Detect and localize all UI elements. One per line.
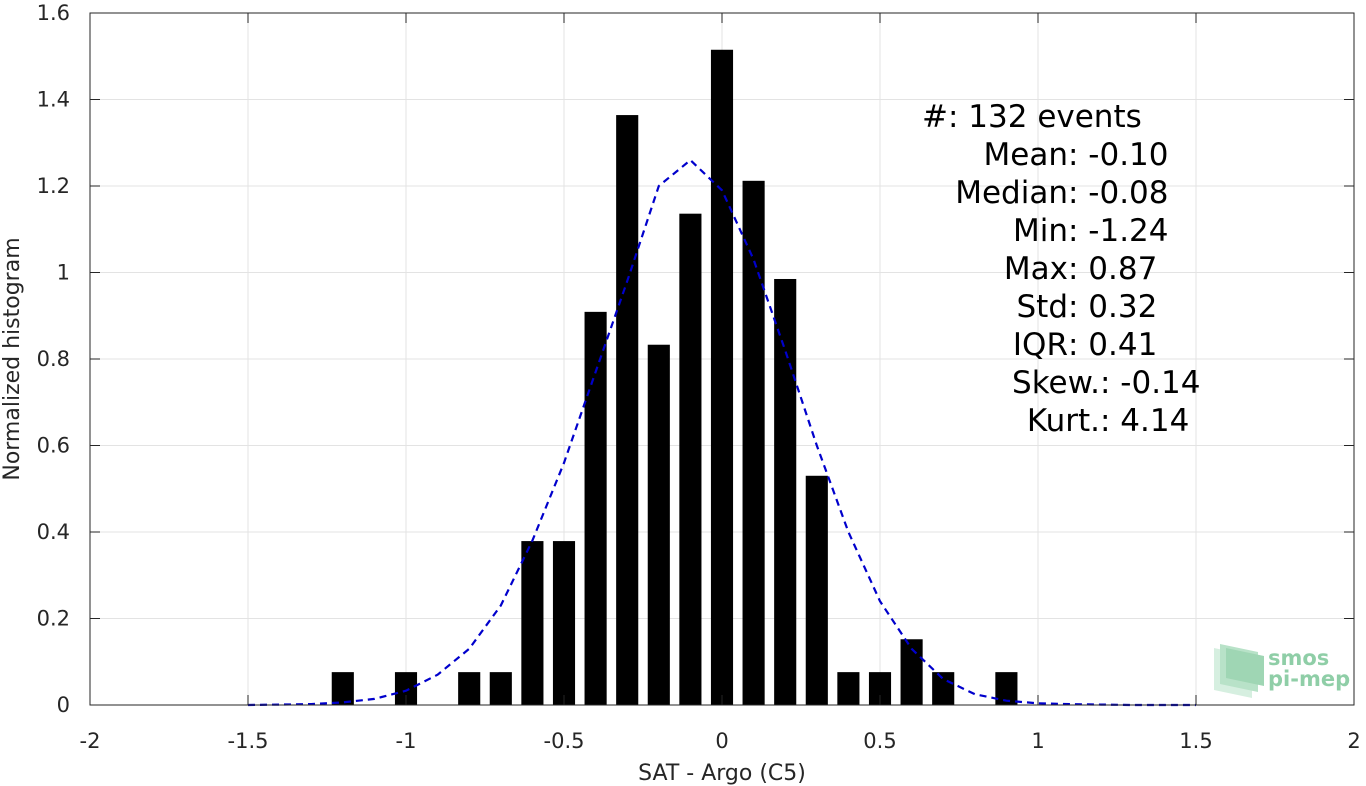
- y-tick-label: 0.6: [37, 434, 70, 458]
- y-tick-label: 0.2: [37, 607, 70, 631]
- histogram-bar: [584, 311, 607, 705]
- histogram-bar: [331, 672, 354, 705]
- logo-line-2: pi-mep: [1268, 667, 1350, 691]
- stat-key: Median: [955, 175, 1068, 211]
- x-tick-label: 1: [1031, 729, 1044, 753]
- y-axis-ticks: 0 0.2 0.4 0.6 0.8 1 1.2 1.4 1.6: [37, 1, 1354, 717]
- smos-pi-mep-logo: smos pi-mep: [1214, 644, 1350, 698]
- y-tick-label: 1.2: [37, 174, 70, 198]
- x-tick-label: -0.5: [544, 729, 585, 753]
- stat-key: Max: [1004, 251, 1068, 287]
- stat-value: : -0.08: [1068, 175, 1169, 211]
- stat-value: : 132 events: [948, 99, 1142, 135]
- histogram-bar: [868, 672, 892, 705]
- histogram-bars: [331, 49, 1018, 705]
- histogram-bar: [995, 672, 1018, 705]
- stat-key: Mean: [984, 137, 1068, 173]
- gaussian-fit-curve: [247, 158, 1196, 707]
- x-tick-label: 2: [1347, 729, 1360, 753]
- histogram-bar: [710, 49, 734, 705]
- x-tick-label: 0: [715, 729, 728, 753]
- stat-value: : -1.24: [1068, 213, 1169, 249]
- histogram-bar: [458, 672, 481, 705]
- stat-value: : -0.14: [1100, 365, 1201, 401]
- stat-value: : 0.87: [1068, 251, 1157, 287]
- x-tick-label: 0.5: [863, 729, 896, 753]
- histogram-bar: [932, 672, 955, 705]
- y-axis-label: Normalized histogram: [0, 237, 25, 480]
- x-tick-label: 1.5: [1179, 729, 1212, 753]
- stat-key: #: [922, 99, 948, 135]
- histogram-bar: [394, 672, 418, 705]
- histogram-bar: [552, 541, 576, 705]
- x-axis-ticks: -2 -1.5 -1 -0.5 0 0.5 1 1.5 2: [80, 13, 1361, 753]
- histogram-bar: [774, 278, 797, 705]
- stat-value: : 0.41: [1068, 327, 1157, 363]
- stat-value: : 0.32: [1068, 289, 1157, 325]
- y-tick-label: 0.8: [37, 347, 70, 371]
- x-tick-label: -2: [80, 729, 101, 753]
- x-tick-label: -1: [396, 729, 417, 753]
- logo-line-1: smos: [1268, 646, 1329, 670]
- y-tick-label: 1: [57, 261, 70, 285]
- logo-stack-icon: [1214, 644, 1264, 698]
- stat-value: : -0.10: [1068, 137, 1169, 173]
- fit-curve-line: [247, 158, 1196, 707]
- stat-value: : 4.14: [1100, 403, 1189, 439]
- y-tick-label: 0.4: [37, 520, 70, 544]
- stat-key: Min: [1013, 213, 1068, 249]
- y-tick-label: 1.4: [37, 88, 70, 112]
- x-tick-label: -1.5: [228, 729, 269, 753]
- x-axis-label: SAT - Argo (C5): [638, 761, 806, 786]
- y-tick-label: 1.6: [37, 1, 70, 25]
- histogram-bar: [837, 672, 860, 705]
- histogram-bar: [805, 475, 828, 705]
- histogram-bar: [489, 672, 512, 705]
- histogram-bar: [647, 344, 670, 705]
- histogram-bar: [742, 180, 765, 705]
- histogram-bar: [616, 115, 639, 705]
- stat-key: IQR: [1013, 327, 1068, 363]
- stat-key: Kurt.: [1027, 403, 1100, 439]
- y-tick-label: 0: [57, 693, 70, 717]
- histogram-bar: [679, 213, 702, 705]
- histogram-bar: [521, 541, 544, 705]
- histogram-bar: [900, 639, 923, 705]
- stat-key: Std: [1016, 289, 1068, 325]
- stat-key: Skew.: [1012, 365, 1100, 401]
